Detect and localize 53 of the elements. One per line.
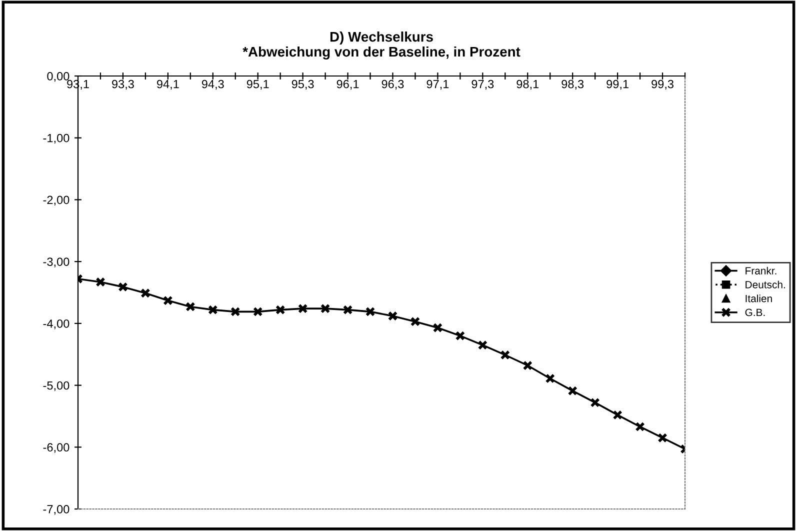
point	[140, 288, 150, 298]
point	[96, 277, 106, 287]
point	[275, 304, 286, 315]
y-tick-label: -6,00	[43, 443, 70, 453]
point	[545, 374, 555, 384]
y-tick-label: -7,00	[43, 505, 70, 515]
legend-label: Deutsch.	[746, 280, 785, 288]
legend-label: Italien	[746, 294, 772, 302]
x-tick-label: 95,1	[246, 80, 269, 90]
x-tick-label: 96,1	[336, 80, 359, 90]
x-tick-label: 98,1	[516, 80, 539, 90]
x-tick-label: 98,3	[562, 80, 584, 90]
point	[365, 306, 376, 317]
point	[410, 316, 420, 326]
x-tick-label: 97,1	[426, 80, 449, 90]
point	[612, 410, 622, 420]
point	[455, 330, 466, 341]
legend-label: Frankr.	[746, 266, 776, 274]
point	[635, 422, 645, 432]
chart-title: D) Wechselkurs	[330, 32, 433, 44]
point	[522, 360, 532, 370]
y-tick-label: -5,00	[43, 381, 70, 392]
x-tick-label: 94,3	[202, 80, 224, 90]
point	[320, 304, 330, 314]
point	[208, 304, 218, 315]
x-tick-label: 95,3	[292, 80, 314, 90]
y-tick-label: -4,00	[43, 319, 70, 330]
point	[568, 386, 578, 396]
y-tick-label: -1,00	[43, 134, 70, 144]
point	[118, 282, 128, 292]
point	[342, 304, 353, 315]
x-tick-label: 99,1	[606, 80, 628, 90]
point	[298, 304, 308, 314]
chart-subtitle: *Abweichung von der Baseline, in Prozent	[242, 46, 520, 60]
point	[252, 306, 263, 317]
x-tick-label: 94,1	[156, 80, 179, 90]
legend-label: G.B.	[745, 308, 765, 316]
point	[658, 433, 668, 443]
y-tick-label: 0,00	[47, 72, 70, 82]
x-tick-label: 99,3	[652, 80, 674, 90]
point	[500, 350, 510, 360]
point	[432, 322, 443, 333]
point	[590, 398, 600, 408]
x-tick-label: 96,3	[382, 80, 404, 90]
point	[388, 311, 398, 321]
x-tick-label: 97,3	[472, 80, 494, 90]
point	[186, 302, 196, 312]
y-tick-label: -3,00	[43, 258, 70, 268]
point	[230, 306, 240, 317]
y-tick-label: -2,00	[43, 196, 70, 206]
x-tick-label: 93,3	[112, 80, 134, 90]
point	[478, 340, 488, 350]
point	[163, 296, 173, 306]
